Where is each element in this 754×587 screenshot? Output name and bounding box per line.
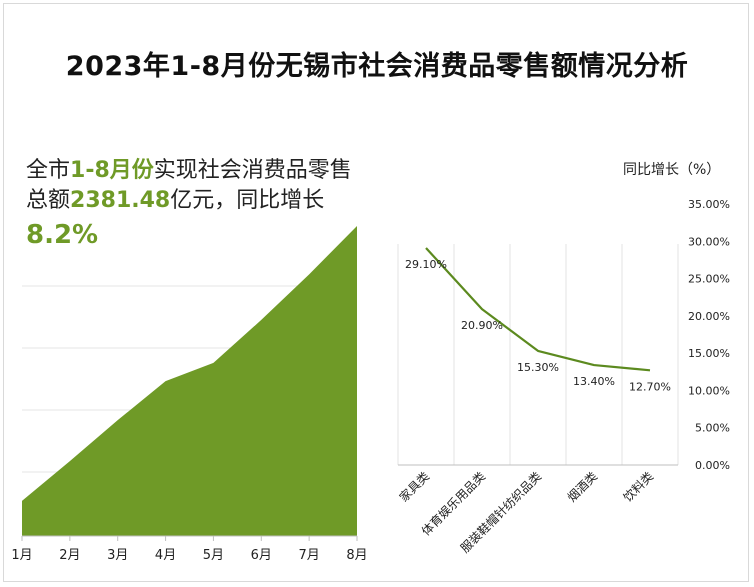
left-x-tick-label-6: 7月 [299,548,320,563]
right-x-tick-label-0: 家具类 [396,469,432,505]
right-y-tick-label-3: 15.00% [688,347,730,360]
right-y-tick-label-0: 0.00% [695,459,730,472]
summary-middle: 实现社会消费品零售总额 [26,158,352,213]
left-x-tick-label-1: 2月 [59,548,80,563]
right-x-tick-label-4: 饮料类 [621,469,656,504]
summary-text: 全市1-8月份实现社会消费品零售总额2381.48亿元，同比增长 8.2% [26,156,366,254]
right-x-tick-label-3: 烟酒类 [565,469,600,504]
summary-prefix: 全市 [26,158,71,183]
right-y-tick-label-4: 20.00% [688,310,730,323]
left-x-tick-label-5: 6月 [251,548,272,563]
chart-title: 2023年1-8月份无锡市社会消费品零售额情况分析 [65,51,689,82]
left-x-tick-label-2: 3月 [107,548,128,563]
left-x-tick-label-3: 4月 [155,548,176,563]
left-x-tick-label-4: 5月 [203,548,224,563]
data-label-0: 29.10% [405,258,447,271]
summary-growth: 8.2% [26,220,99,250]
data-label-2: 15.30% [517,361,559,374]
left-x-tick-label-7: 8月 [346,548,367,563]
area-series [22,226,357,536]
chart-frame [3,3,749,582]
summary-amount: 2381.48 [70,188,171,213]
right-y-tick-label-2: 10.00% [688,384,730,397]
data-label-1: 20.90% [461,319,503,332]
right-y-tick-label-1: 5.00% [695,422,730,435]
data-label-4: 12.70% [629,380,671,393]
right-y-tick-label-6: 30.00% [688,235,730,248]
right-y-tick-label-7: 35.00% [688,198,730,211]
summary-period: 1-8月份 [70,158,154,183]
data-label-3: 13.40% [573,375,615,388]
left-x-tick-label-0: 1月 [11,548,32,563]
summary-suffix: 亿元，同比增长 [170,188,325,213]
growth-line-series [425,247,651,372]
right-y-tick-label-5: 25.00% [688,273,730,286]
right-y-axis-label: 同比增长（%） [623,162,721,178]
